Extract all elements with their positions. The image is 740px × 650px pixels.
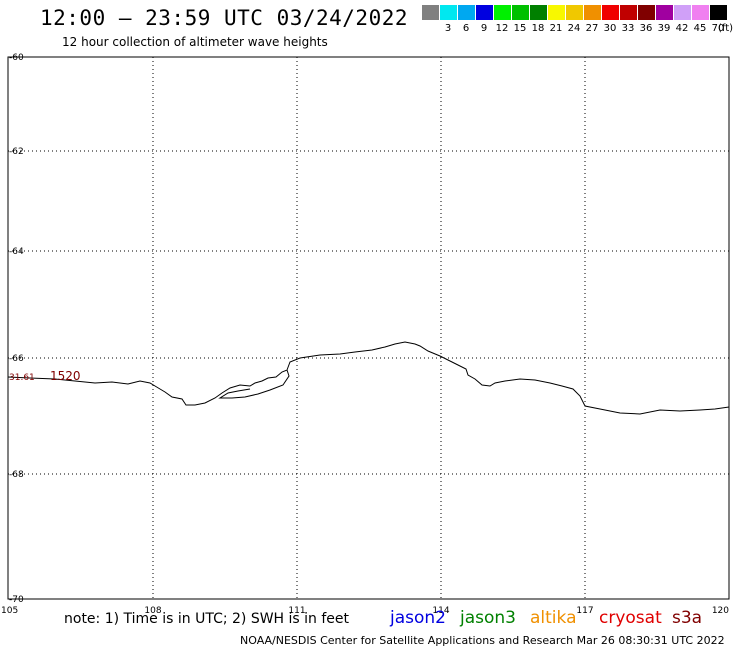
legend-label: 6 [462, 23, 470, 34]
latitude-tick-label: -66 [9, 354, 24, 364]
latitude-tick-label: -60 [9, 53, 24, 63]
legend-swatch [494, 5, 511, 20]
legend-swatch [602, 5, 619, 20]
legend-label: 9 [480, 23, 488, 34]
latitude-tick-label: -62 [9, 147, 24, 157]
meridian-gridlines [152, 57, 586, 599]
wave-height-legend: 3 6 9 12 15 18 21 24 27 30 33 36 39 42 45 70 (ft) [422, 5, 734, 37]
legend-swatch [674, 5, 691, 20]
satellite-label: s3a [672, 608, 703, 628]
latitude-tick-label: -68 [9, 470, 24, 480]
satellite-label: jason2 [390, 608, 446, 628]
legend-swatch [548, 5, 565, 20]
observation-swh-label: 31.61 [9, 373, 35, 383]
legend-swatch [476, 5, 493, 20]
map-subtitle: 12 hour collection of altimeter wave hei… [62, 35, 328, 49]
legend-label: 24 [567, 23, 581, 34]
footer-note: note: 1) Time is in UTC; 2) SWH is in fe… [64, 611, 350, 627]
map-frame [7, 56, 730, 600]
legend-label: 42 [675, 23, 689, 34]
legend-swatch [692, 5, 709, 20]
legend-label: 45 [693, 23, 707, 34]
legend-swatch [656, 5, 673, 20]
legend-swatch [638, 5, 655, 20]
longitude-tick-label: 108 [144, 606, 161, 616]
legend-label: 12 [495, 23, 509, 34]
legend-label: 18 [531, 23, 545, 34]
legend-swatch [530, 5, 547, 20]
legend-swatch [422, 5, 439, 20]
legend-swatch [512, 5, 529, 20]
latitude-tick-label: -70 [9, 595, 24, 605]
satellite-label: altika [530, 608, 577, 628]
legend-label: 36 [639, 23, 653, 34]
legend-label: 21 [549, 23, 563, 34]
legend-swatch [584, 5, 601, 20]
satellite-label: jason3 [460, 608, 516, 628]
legend-label: 70 [711, 23, 725, 34]
longitude-tick-label: 111 [288, 606, 305, 616]
map-title: 12:00 – 23:59 UTC 03/24/2022 [40, 6, 409, 30]
observation-time-label: 1520 [50, 369, 81, 383]
longitude-tick-label: 117 [576, 606, 593, 616]
antarctic-coastline [7, 341, 730, 415]
credit-line: NOAA/NESDIS Center for Satellite Applica… [240, 634, 725, 647]
legend-swatch [620, 5, 637, 20]
legend-label: 27 [585, 23, 599, 34]
legend-label: 3 [444, 23, 452, 34]
legend-label: 33 [621, 23, 635, 34]
legend-swatch [710, 5, 727, 20]
legend-unit: (ft) [718, 23, 734, 34]
legend-swatch [440, 5, 457, 20]
legend-swatch [566, 5, 583, 20]
longitude-tick-label: 114 [432, 606, 449, 616]
legend-label: 30 [603, 23, 617, 34]
longitude-tick-label: 120 [712, 606, 729, 616]
satellite-label: cryosat [599, 608, 662, 628]
longitude-tick-label: 105 [1, 606, 18, 616]
parallel-gridlines [8, 150, 729, 475]
legend-swatch [458, 5, 475, 20]
legend-label: 39 [657, 23, 671, 34]
legend-label: 15 [513, 23, 527, 34]
latitude-tick-label: -64 [9, 247, 24, 257]
